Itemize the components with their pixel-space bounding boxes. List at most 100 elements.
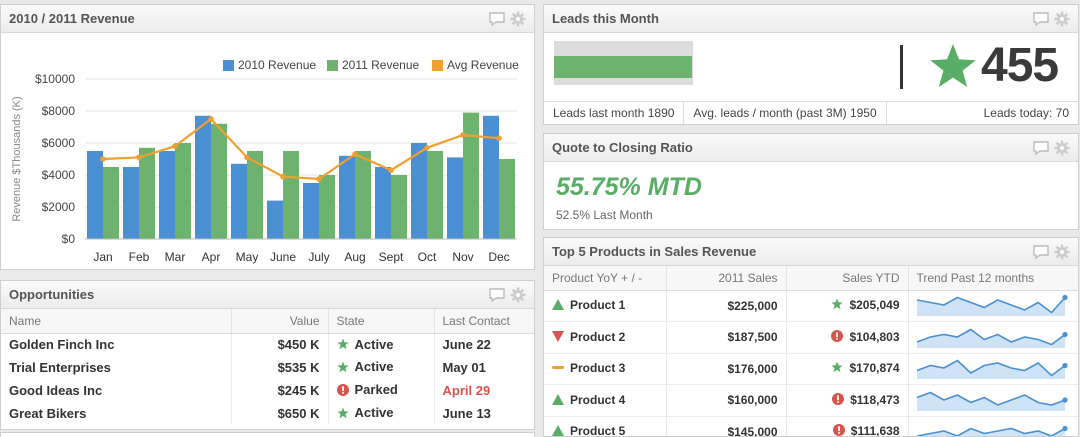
product-row[interactable]: Product 5 $145,000 $111,638: [544, 416, 1078, 437]
column-header-trend[interactable]: Trend Past 12 months: [908, 266, 1078, 291]
product-ytd-cell: $170,874: [786, 353, 909, 385]
sparkline-area: [916, 329, 1065, 348]
comment-icon[interactable]: [1033, 140, 1049, 155]
bar-2010-june[interactable]: [267, 200, 283, 239]
x-tick-label: Feb: [129, 250, 150, 264]
opportunity-row[interactable]: Great Bikers $650 K Active June 13: [1, 402, 534, 425]
bar-2010-feb[interactable]: [123, 167, 139, 239]
bar-2010-may[interactable]: [231, 163, 247, 239]
bar-2010-jan[interactable]: [87, 151, 103, 239]
avg-revenue-line: [102, 117, 500, 181]
avg-revenue-point-nov[interactable]: [460, 132, 466, 138]
comment-icon[interactable]: [489, 287, 505, 302]
legend-item-1[interactable]: 2011 Revenue: [327, 58, 420, 72]
bar-2011-june[interactable]: [283, 151, 299, 239]
product-ytd-cell: $111,638: [786, 416, 909, 437]
product-row[interactable]: Product 1 $225,000 $205,049: [544, 290, 1078, 322]
opportunity-value-cell-text: $450 K: [277, 337, 320, 353]
avg-revenue-point-mar[interactable]: [172, 143, 178, 149]
avg-revenue-point-aug[interactable]: [352, 151, 358, 157]
gear-icon[interactable]: [510, 11, 526, 27]
opportunity-name-cell-text: Trial Enterprises: [9, 360, 111, 375]
avg-revenue-point-sept[interactable]: [388, 167, 394, 173]
x-tick-label: Apr: [202, 250, 221, 264]
products-panel-header: Top 5 Products in Sales Revenue: [544, 238, 1078, 266]
bar-2010-aug[interactable]: [339, 155, 355, 239]
bar-2010-nov[interactable]: [447, 157, 463, 239]
bar-2011-oct[interactable]: [427, 151, 443, 239]
avg-revenue-point-dec[interactable]: [496, 135, 502, 141]
avg-revenue-point-jan[interactable]: [100, 156, 106, 162]
bar-2011-feb[interactable]: [139, 147, 155, 239]
product-2011-sales-cell: $145,000: [666, 416, 787, 436]
gear-icon[interactable]: [1054, 11, 1070, 27]
sparkline: [916, 328, 1068, 348]
avg-revenue-point-apr[interactable]: [208, 116, 214, 122]
bar-2011-may[interactable]: [247, 151, 263, 239]
gear-icon[interactable]: [1054, 140, 1070, 156]
bar-2010-july[interactable]: [303, 183, 319, 239]
bar-2011-nov[interactable]: [463, 112, 479, 239]
comment-icon[interactable]: [1033, 11, 1049, 26]
column-header-name[interactable]: Name: [1, 309, 232, 334]
avg-revenue-point-may[interactable]: [244, 154, 250, 161]
bar-2011-dec[interactable]: [499, 159, 515, 239]
opportunity-row[interactable]: Good Ideas Inc $245 K Parked April 29: [1, 379, 534, 402]
bar-2010-sept[interactable]: [375, 167, 391, 239]
legend-item-2[interactable]: Avg Revenue: [432, 58, 519, 72]
opportunity-name-cell: Good Ideas Inc: [1, 379, 232, 402]
column-header-state[interactable]: State: [328, 309, 435, 334]
bar-2010-oct[interactable]: [411, 143, 427, 239]
opportunity-row[interactable]: Trial Enterprises $535 K Active May 01: [1, 356, 534, 379]
comment-icon[interactable]: [489, 11, 505, 26]
opportunity-name-cell-text: Great Bikers: [9, 406, 87, 421]
product-name-cell-text: Product 5: [570, 424, 626, 437]
leads-panel: Leads this Month 455 Leads last month 18…: [543, 4, 1079, 125]
gear-icon[interactable]: [510, 287, 526, 303]
opportunities-panel: Opportunities Name Value State Last Cont…: [0, 280, 535, 430]
revenue-panel-title: 2010 / 2011 Revenue: [9, 11, 135, 26]
column-header-value[interactable]: Value: [231, 309, 329, 334]
opportunities-panel-title: Opportunities: [9, 287, 95, 302]
product-row[interactable]: Product 2 $187,500 $104,803: [544, 321, 1078, 354]
column-header-product[interactable]: Product YoY + / -: [544, 266, 667, 291]
avg-revenue-point-june[interactable]: [280, 173, 286, 180]
avg-revenue-point-oct[interactable]: [424, 145, 430, 151]
x-tick-label: Aug: [344, 250, 365, 264]
bar-2010-mar[interactable]: [159, 151, 175, 239]
x-tick-label: May: [236, 250, 259, 264]
x-tick-label: June: [270, 250, 296, 264]
legend-item-0[interactable]: 2010 Revenue: [223, 58, 316, 72]
leads-last-month-label: Leads last month 1890: [544, 102, 685, 124]
bar-2011-mar[interactable]: [175, 143, 191, 239]
product-row[interactable]: Product 4 $160,000 $118,473: [544, 384, 1078, 417]
column-header-sales-ytd[interactable]: Sales YTD: [786, 266, 909, 291]
bar-2010-dec[interactable]: [483, 115, 499, 239]
bar-2011-aug[interactable]: [355, 151, 371, 239]
bar-2011-sept[interactable]: [391, 175, 407, 239]
opportunities-panel-header: Opportunities: [1, 281, 534, 309]
opportunity-row[interactable]: Golden Finch Inc $450 K Active June 22: [1, 333, 534, 356]
column-header-last-contact[interactable]: Last Contact: [434, 309, 534, 334]
sparkline-line: [916, 296, 1066, 314]
product-name-cell: Product 3: [544, 353, 667, 385]
product-trend-cell: [908, 290, 1078, 322]
column-header-2011-sales[interactable]: 2011 Sales: [666, 266, 787, 291]
bar-2011-jan[interactable]: [103, 167, 119, 239]
opportunity-last-contact-cell: April 29: [434, 379, 534, 402]
bar-2010-apr[interactable]: [195, 115, 211, 239]
bar-2011-july[interactable]: [319, 175, 335, 239]
sparkline-area: [916, 360, 1065, 380]
bar-2011-apr[interactable]: [211, 123, 227, 239]
sparkline: [916, 391, 1068, 411]
comment-icon[interactable]: [1033, 244, 1049, 259]
product-row[interactable]: Product 3 $176,000 $170,874: [544, 353, 1078, 385]
opportunity-last-contact-cell: May 01: [434, 356, 534, 379]
avg-revenue-point-july[interactable]: [316, 176, 322, 182]
product-2011-sales-cell-text: $225,000: [727, 298, 778, 313]
avg-revenue-point-feb[interactable]: [136, 154, 142, 161]
opportunity-name-cell: Trial Enterprises: [1, 356, 232, 379]
product-ytd-cell-text: $111,638: [850, 424, 900, 437]
alert-icon: [832, 424, 845, 436]
gear-icon[interactable]: [1054, 244, 1070, 260]
